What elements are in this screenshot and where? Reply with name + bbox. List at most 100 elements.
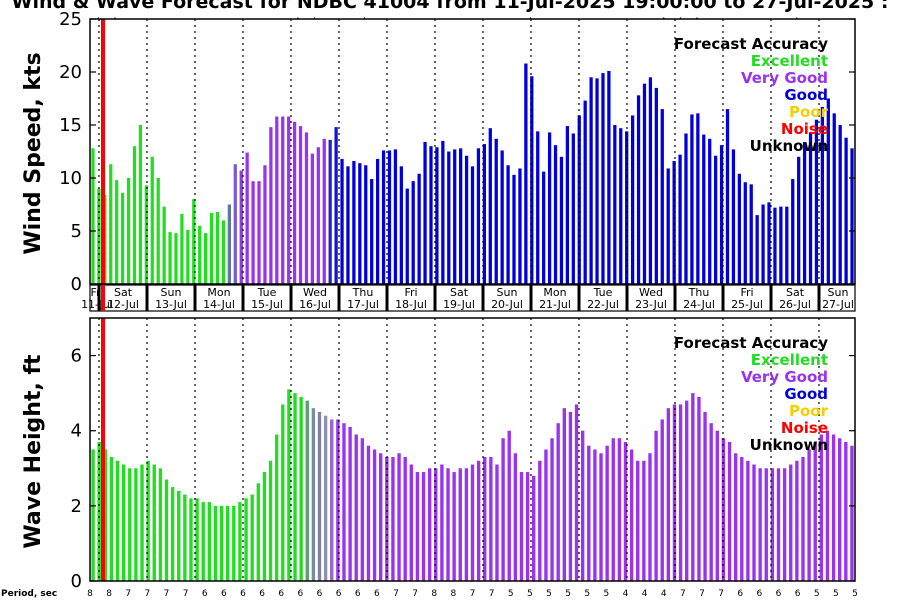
bar <box>379 453 383 581</box>
y-tick-label: 0 <box>71 274 82 295</box>
bar <box>170 487 175 581</box>
bar <box>740 457 744 581</box>
bar <box>574 404 579 581</box>
day-name-label: Mon <box>543 286 566 299</box>
day-name-label: Thu <box>688 286 710 299</box>
bar <box>721 438 726 581</box>
bar <box>601 73 605 284</box>
bar <box>399 166 403 284</box>
period-value-label: 5 <box>814 589 820 599</box>
bar <box>201 502 205 581</box>
bar <box>642 460 646 581</box>
bar <box>115 460 120 581</box>
day-name-label: Sat <box>786 286 805 299</box>
bar <box>808 132 813 284</box>
bar <box>322 138 326 284</box>
period-value-label: 6 <box>202 589 208 599</box>
bar <box>587 445 591 581</box>
bar <box>370 179 374 284</box>
bar <box>352 161 356 284</box>
bar <box>348 426 352 581</box>
day-name-label: Wed <box>639 286 663 299</box>
bar <box>715 430 719 581</box>
plot-frame-2 <box>89 317 856 582</box>
day-date-label: 27-Jul <box>822 298 854 311</box>
bar <box>770 468 775 581</box>
bar <box>251 181 255 284</box>
bar <box>719 145 724 284</box>
bar <box>391 457 395 581</box>
bar <box>542 171 546 284</box>
day-date-label: 25-Jul <box>731 298 763 311</box>
bar <box>121 464 126 581</box>
day-name-label: Mon <box>207 286 230 299</box>
bar <box>168 232 172 284</box>
day-date-label: 12-Jul <box>107 298 139 311</box>
day-name-label: Wed <box>303 286 327 299</box>
day-date-label: 22-Jul <box>587 298 619 311</box>
bar <box>334 127 338 285</box>
bar <box>342 423 346 581</box>
bar <box>221 220 226 284</box>
period-value-label: 7 <box>489 589 495 599</box>
bar <box>317 411 322 581</box>
bar <box>232 505 236 581</box>
bar <box>746 460 750 581</box>
bar <box>482 144 486 284</box>
legend-item: Noise <box>781 120 828 138</box>
period-value-label: 4 <box>623 589 629 599</box>
bar <box>397 453 401 581</box>
bar <box>458 468 462 581</box>
bar <box>375 158 380 284</box>
bar <box>791 179 795 284</box>
bar <box>611 438 615 581</box>
bar <box>605 445 609 581</box>
bar <box>209 212 214 284</box>
bar <box>476 460 481 581</box>
bar <box>838 438 842 581</box>
legend-item: Very Good <box>741 368 828 386</box>
day-date-label: 15-Jul <box>251 298 283 311</box>
bar <box>346 166 350 284</box>
bar <box>257 181 261 284</box>
bar <box>617 438 622 581</box>
bar <box>599 453 603 581</box>
bar <box>488 128 492 284</box>
bar <box>506 165 510 284</box>
bar <box>219 505 224 581</box>
bar <box>832 113 836 284</box>
bar <box>758 468 762 581</box>
bar <box>749 184 753 284</box>
bar <box>435 147 439 284</box>
bar <box>244 498 248 581</box>
bar <box>250 494 254 581</box>
bar <box>532 475 536 581</box>
y-tick-label: 4 <box>71 421 82 442</box>
bar <box>215 211 220 284</box>
day-band <box>89 284 856 312</box>
bar <box>156 178 160 284</box>
bar <box>648 453 652 581</box>
bar <box>421 472 426 581</box>
y-tick-label: 20 <box>59 62 82 83</box>
bar <box>177 490 181 581</box>
bar <box>132 146 137 284</box>
legend-item: Excellent <box>751 52 828 70</box>
bar <box>613 125 617 284</box>
bar <box>725 109 730 284</box>
period-value-label: 6 <box>374 589 380 599</box>
bar <box>446 468 450 581</box>
bar <box>697 396 701 581</box>
period-value-label: 6 <box>737 589 743 599</box>
bar <box>593 449 597 581</box>
bar <box>779 206 783 284</box>
period-value-label: 7 <box>470 589 476 599</box>
bar <box>441 140 445 284</box>
bar <box>495 464 499 581</box>
bar <box>164 479 169 581</box>
bar <box>340 158 344 284</box>
bar <box>580 430 585 581</box>
day-name-label: Sat <box>114 286 133 299</box>
bar <box>366 445 371 581</box>
bar <box>666 408 671 581</box>
